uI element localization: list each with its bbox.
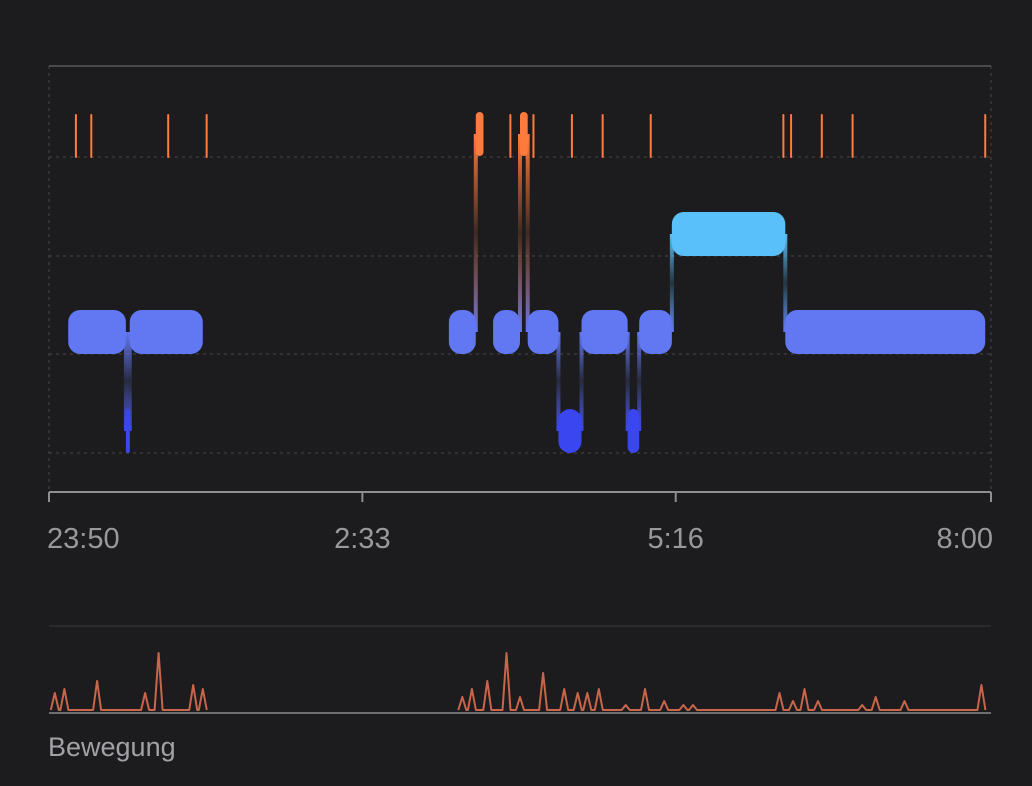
x-tick-label: 2:33 bbox=[334, 523, 390, 555]
segment-deep bbox=[627, 409, 640, 453]
awake-marker bbox=[820, 114, 823, 158]
movement-label: Bewegung bbox=[48, 732, 176, 762]
stage-segments bbox=[68, 112, 986, 453]
transition-deep-core bbox=[637, 332, 642, 431]
segment-awake bbox=[475, 112, 484, 156]
segment-core bbox=[581, 310, 628, 354]
segment-awake bbox=[520, 112, 528, 156]
awake-marker bbox=[601, 114, 604, 158]
awake-marker bbox=[509, 114, 512, 158]
segment-core bbox=[129, 310, 203, 354]
segment-core bbox=[527, 310, 559, 354]
segment-core bbox=[785, 310, 986, 354]
awake-markers bbox=[74, 114, 987, 158]
segment-core bbox=[448, 310, 476, 354]
awake-marker bbox=[74, 114, 77, 158]
movement-chart bbox=[49, 625, 991, 714]
awake-marker bbox=[90, 114, 93, 158]
awake-marker bbox=[167, 114, 170, 158]
segment-deep bbox=[558, 409, 582, 453]
segment-core bbox=[493, 310, 520, 354]
awake-marker bbox=[782, 114, 785, 158]
awake-marker bbox=[851, 114, 854, 158]
x-tick-label: 8:00 bbox=[937, 523, 993, 555]
movement-line bbox=[49, 652, 987, 711]
transition-core-deep bbox=[123, 332, 128, 431]
transition-core-awake bbox=[473, 134, 478, 332]
transition-core-deep bbox=[556, 332, 561, 431]
transition-core-awake bbox=[518, 134, 522, 332]
segment-core bbox=[68, 310, 126, 354]
transition-deep-core bbox=[127, 332, 132, 431]
stage-transitions bbox=[123, 134, 788, 431]
awake-marker bbox=[649, 114, 652, 158]
transition-core-rem bbox=[669, 234, 674, 332]
segment-deep bbox=[125, 409, 130, 453]
awake-marker bbox=[205, 114, 208, 158]
transition-rem-core bbox=[783, 234, 788, 332]
transition-core-deep bbox=[625, 332, 630, 431]
time-axis: 23:50 2:33 5:16 8:00 bbox=[47, 491, 993, 555]
transition-deep-core bbox=[579, 332, 584, 431]
awake-marker bbox=[790, 114, 793, 158]
awake-marker bbox=[984, 114, 987, 158]
x-tick-label: 23:50 bbox=[47, 523, 120, 555]
x-tick-label: 5:16 bbox=[647, 523, 703, 555]
transition-awake-core bbox=[525, 134, 530, 332]
segment-core bbox=[639, 310, 672, 354]
segment-rem bbox=[671, 212, 786, 256]
awake-marker bbox=[532, 114, 535, 158]
awake-marker bbox=[570, 114, 573, 158]
